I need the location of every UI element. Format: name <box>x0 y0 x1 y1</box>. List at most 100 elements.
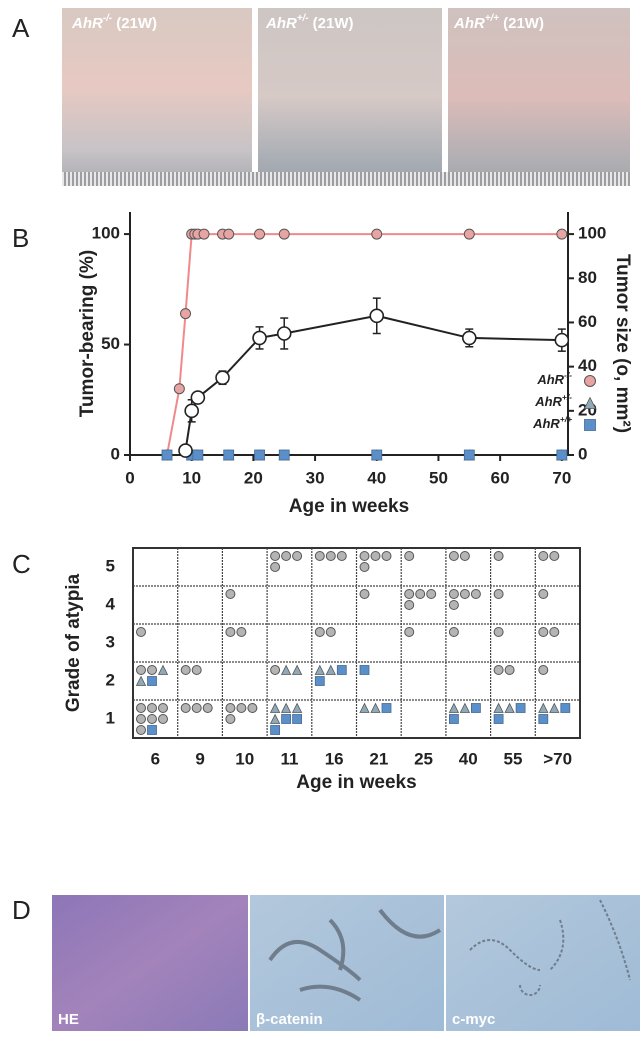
marker <box>470 589 481 599</box>
marker <box>191 703 202 713</box>
marker <box>225 714 236 724</box>
marker <box>215 370 230 385</box>
marker <box>158 714 168 724</box>
marker <box>180 308 192 320</box>
symbol-count <box>180 703 213 713</box>
marker <box>459 702 471 713</box>
x-tick-label: 55 <box>503 749 522 768</box>
y-tick-label: 50 <box>101 334 120 353</box>
marker <box>538 702 549 713</box>
panel-label: C <box>12 549 31 579</box>
marker <box>538 714 549 724</box>
marker <box>184 403 199 419</box>
symbol-count <box>269 702 303 724</box>
marker <box>538 627 549 637</box>
x-tick-label: 40 <box>367 468 386 487</box>
symbol-count <box>359 551 392 572</box>
symbol-count <box>493 551 504 561</box>
marker <box>202 703 213 713</box>
marker <box>404 589 415 599</box>
marker <box>136 665 146 675</box>
x-tick-label: 10 <box>182 468 201 487</box>
marker <box>515 703 526 713</box>
marker <box>359 665 370 675</box>
legend-label: AhR+/- <box>534 392 572 409</box>
marker <box>493 714 504 724</box>
marker <box>554 332 570 348</box>
symbol-count <box>270 665 281 675</box>
photo <box>446 895 640 1031</box>
symbol-count <box>538 665 549 675</box>
marker <box>254 449 265 461</box>
symbol-count <box>493 627 504 637</box>
y-tick-label: 5 <box>106 556 115 575</box>
marker <box>448 551 459 561</box>
symbol-count <box>314 664 336 675</box>
marker <box>247 703 258 713</box>
marker <box>381 551 392 561</box>
ruler <box>62 172 630 186</box>
marker <box>359 589 370 599</box>
x-axis-label: Age in weeks <box>296 772 416 793</box>
symbol-count <box>147 725 157 735</box>
marker <box>448 714 459 724</box>
marker <box>404 551 415 561</box>
marker <box>270 562 281 572</box>
marker <box>404 600 415 610</box>
marker <box>180 703 191 713</box>
legend-marker <box>583 396 597 409</box>
marker <box>359 551 370 561</box>
marker <box>136 725 146 735</box>
photo-caption: AhR+/- (21W) <box>265 13 353 32</box>
symbol-count <box>225 589 236 599</box>
x-tick-label: 25 <box>414 749 433 768</box>
marker <box>173 383 185 395</box>
panel-label: D <box>12 895 31 925</box>
series-line <box>166 233 562 456</box>
marker <box>158 703 168 713</box>
symbol-count <box>404 589 437 610</box>
symbol-count <box>448 627 459 637</box>
y-tick-label: 1 <box>106 708 115 727</box>
marker <box>371 228 383 240</box>
marker <box>136 703 146 713</box>
x-tick-label: 70 <box>552 468 571 487</box>
symbol-count <box>280 664 303 675</box>
marker <box>276 326 292 341</box>
marker <box>225 703 236 713</box>
marker <box>225 627 236 637</box>
marker <box>270 725 281 735</box>
symbol-count <box>270 714 303 735</box>
symbol-count <box>136 665 157 675</box>
marker <box>136 714 146 724</box>
x-tick-label: 11 <box>280 749 298 768</box>
x-tick-label: 10 <box>235 749 254 768</box>
marker <box>180 665 191 675</box>
x-tick-label: 16 <box>325 749 344 768</box>
marker <box>560 703 571 713</box>
marker <box>314 551 325 561</box>
y2-axis-label: Tumor size (o, mm²) <box>612 254 633 433</box>
marker <box>359 702 370 713</box>
symbol-count <box>147 676 157 686</box>
symbol-count <box>135 664 169 686</box>
marker <box>448 600 459 610</box>
marker <box>147 703 157 713</box>
symbol-count <box>493 702 515 713</box>
marker <box>291 664 303 675</box>
marker <box>325 627 336 637</box>
y2-tick-label: 40 <box>578 356 597 375</box>
symbol-count <box>538 627 560 637</box>
marker <box>270 665 281 675</box>
marker <box>549 551 560 561</box>
y-tick-label: 2 <box>106 670 115 689</box>
photo <box>250 895 444 1031</box>
marker <box>136 627 146 637</box>
symbol-count <box>314 627 336 637</box>
y-tick-label: 100 <box>92 224 120 243</box>
marker <box>269 702 281 713</box>
marker <box>269 713 281 724</box>
x-tick-label: 0 <box>125 468 134 487</box>
symbol-count <box>493 589 504 599</box>
symbol-count <box>136 627 146 637</box>
